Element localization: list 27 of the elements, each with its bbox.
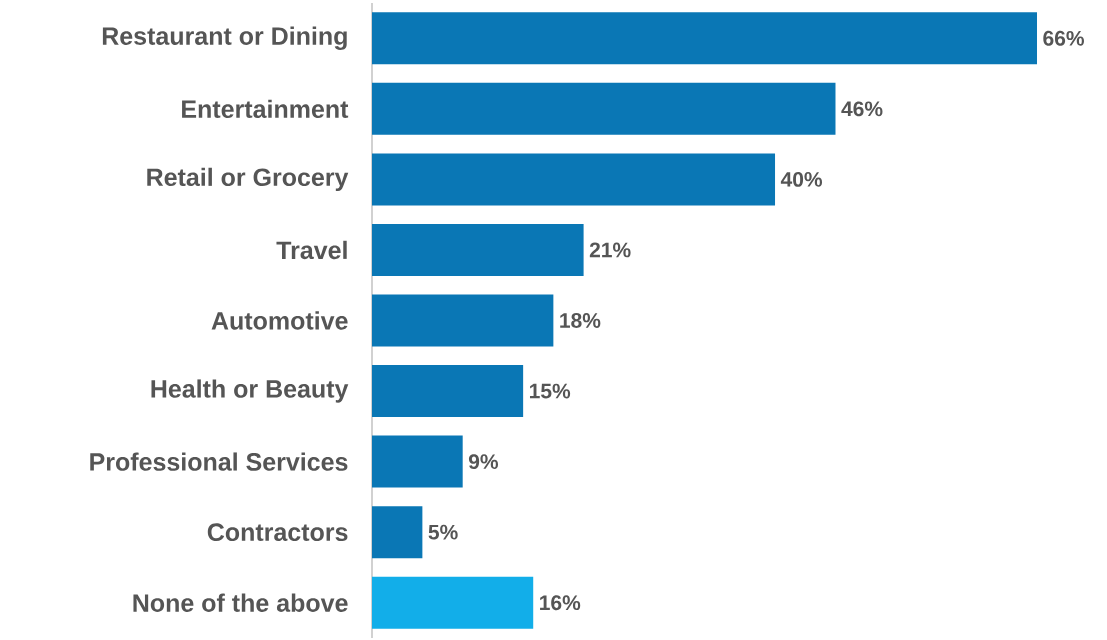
y-tick-label: Entertainment (182, 99, 349, 119)
y-tick-label: Contractors (207, 523, 348, 542)
bar (372, 12, 1037, 65)
y-tick-label: Retail or Grocery (147, 167, 349, 192)
data-label: 18% (560, 313, 601, 328)
data-label: 66% (1043, 30, 1085, 46)
y-tick-label: Travel (276, 240, 347, 260)
bar (372, 294, 554, 347)
data-label: 21% (589, 242, 631, 258)
bar (372, 576, 534, 629)
data-label: 16% (540, 595, 581, 611)
y-tick-label: Health or Beauty (151, 379, 349, 403)
bar (372, 506, 423, 559)
data-label: 5% (428, 524, 458, 540)
data-label: 40% (780, 171, 823, 187)
bar (372, 435, 463, 488)
data-label: 15% (529, 383, 571, 399)
y-tick-label: Automotive (211, 311, 348, 330)
y-tick-label: Restaurant or Dining (102, 26, 347, 50)
bar (372, 82, 836, 135)
bar (372, 223, 584, 276)
bar (372, 153, 776, 206)
bar (372, 365, 524, 418)
y-tick-label: Professional Services (90, 452, 348, 471)
y-tick-label: None of the above (133, 593, 348, 612)
data-label: 46% (841, 101, 883, 117)
data-label: 9% (468, 454, 499, 470)
